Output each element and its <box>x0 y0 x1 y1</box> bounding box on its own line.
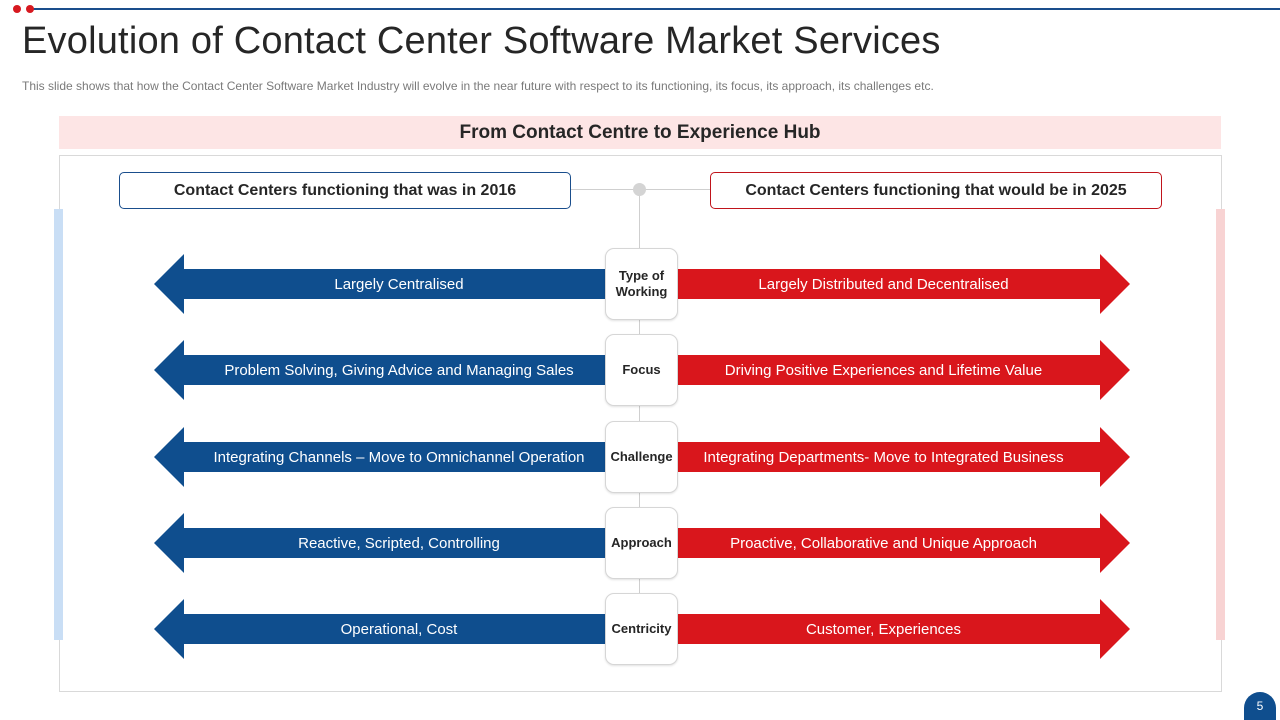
left-arrow-text: Problem Solving, Giving Advice and Manag… <box>224 361 574 379</box>
decor-dot-2 <box>26 5 34 13</box>
right-arrow-text: Integrating Departments- Move to Integra… <box>703 448 1064 466</box>
row-label: Challenge <box>605 421 678 493</box>
left-arrow-text: Integrating Channels – Move to Omnichann… <box>213 448 585 466</box>
row-label: Focus <box>605 334 678 406</box>
left-arrow-text: Reactive, Scripted, Controlling <box>298 534 500 552</box>
row-label: Type of Working <box>605 248 678 320</box>
top-rule <box>30 8 1280 10</box>
slide-title: Evolution of Contact Center Software Mar… <box>22 20 941 62</box>
connector-hub-dot <box>633 183 646 196</box>
connector-vertical <box>639 190 640 630</box>
decor-dot-1 <box>13 5 21 13</box>
left-accent-bar <box>54 209 63 640</box>
page-number: 5 <box>1244 692 1276 720</box>
left-arrow-text: Operational, Cost <box>340 620 458 638</box>
right-accent-bar <box>1216 209 1225 640</box>
row-label: Approach <box>605 507 678 579</box>
right-arrow-text: Proactive, Collaborative and Unique Appr… <box>730 534 1037 552</box>
left-arrow-text: Largely Centralised <box>334 275 464 293</box>
slide-subtitle: This slide shows that how the Contact Ce… <box>22 79 934 93</box>
right-arrow-text: Largely Distributed and Decentralised <box>758 275 1009 293</box>
right-arrow-text: Driving Positive Experiences and Lifetim… <box>724 361 1043 379</box>
banner: From Contact Centre to Experience Hub <box>59 116 1221 149</box>
header-2016: Contact Centers functioning that was in … <box>119 172 571 209</box>
header-2025: Contact Centers functioning that would b… <box>710 172 1162 209</box>
right-arrow-text: Customer, Experiences <box>805 620 962 638</box>
row-label: Centricity <box>605 593 678 665</box>
